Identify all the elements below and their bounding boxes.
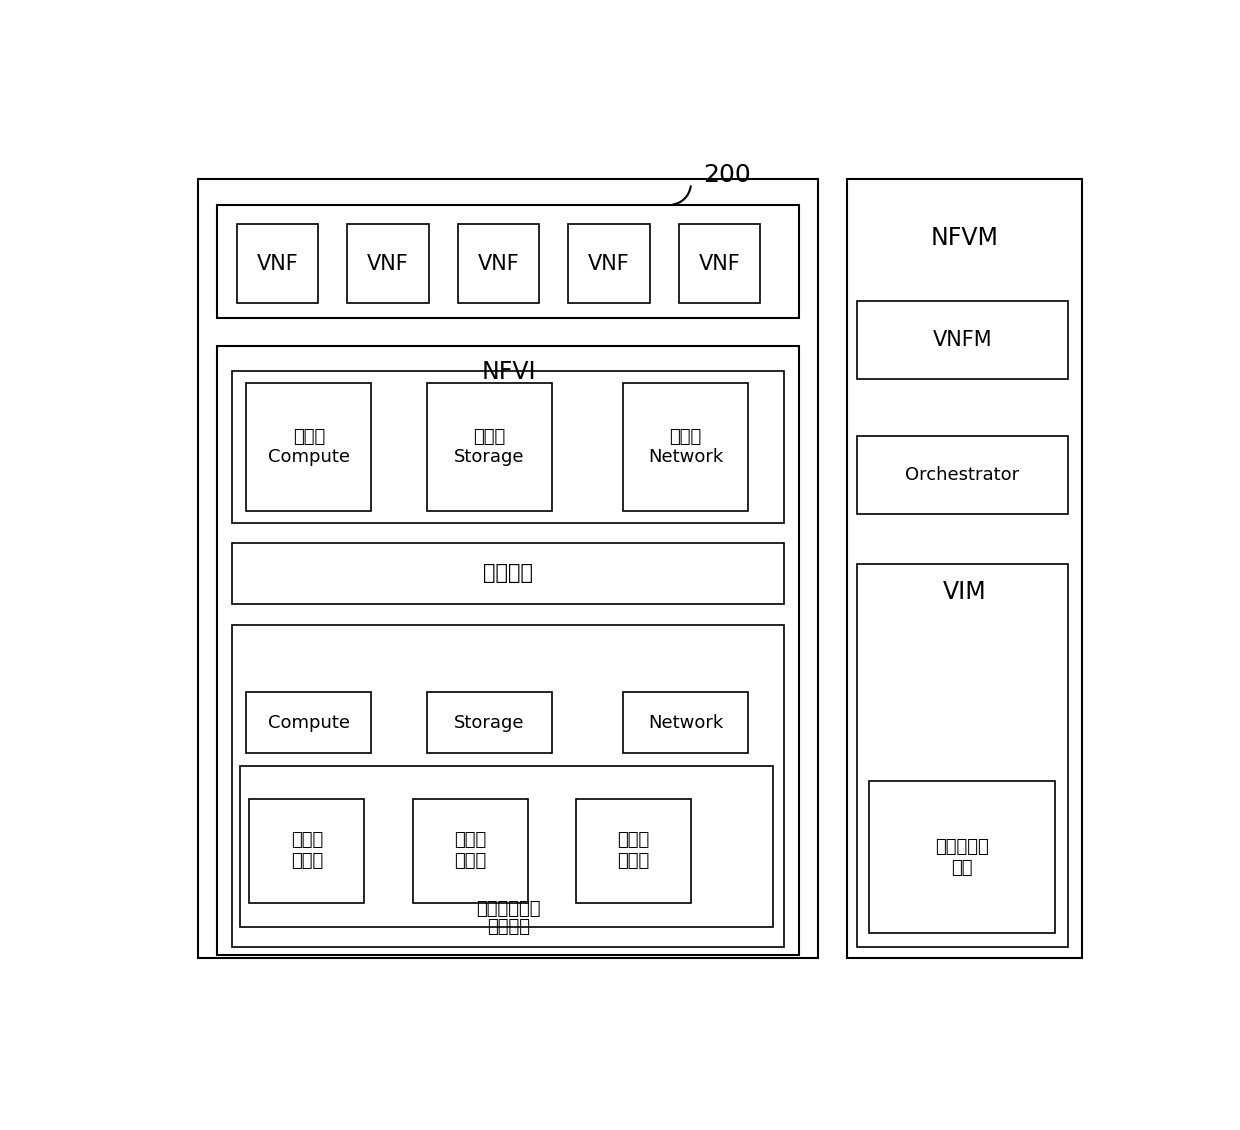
Bar <box>247 693 371 754</box>
Bar <box>869 781 1055 933</box>
Bar <box>232 542 785 603</box>
Text: 虚拟化层: 虚拟化层 <box>484 563 533 583</box>
Text: 硬件加
速设备: 硬件加 速设备 <box>290 832 322 870</box>
Text: VNF: VNF <box>367 253 409 273</box>
Text: VIM: VIM <box>942 581 986 605</box>
Bar <box>239 766 773 928</box>
Bar <box>678 225 760 303</box>
Bar <box>622 693 748 754</box>
Bar <box>857 436 1068 514</box>
Text: 虚拟化
Network: 虚拟化 Network <box>647 427 723 467</box>
Bar <box>857 301 1068 380</box>
Bar <box>232 625 785 947</box>
Text: VNF: VNF <box>257 253 299 273</box>
Bar <box>427 383 552 512</box>
Text: NFVM: NFVM <box>930 226 998 250</box>
Bar <box>237 225 319 303</box>
Text: 200: 200 <box>703 163 750 186</box>
Bar <box>413 799 528 903</box>
Text: Compute: Compute <box>268 714 350 732</box>
Bar <box>217 206 799 319</box>
Bar <box>857 564 1068 947</box>
Bar <box>622 383 748 512</box>
Text: Orchestrator: Orchestrator <box>905 466 1019 484</box>
Text: VNFM: VNFM <box>932 330 992 350</box>
Bar <box>347 225 429 303</box>
Text: 硬件加
速设备: 硬件加 速设备 <box>454 832 486 870</box>
Text: NFVI: NFVI <box>481 360 536 384</box>
Bar <box>568 225 650 303</box>
Bar <box>217 346 799 955</box>
Text: VNF: VNF <box>698 253 740 273</box>
Text: 硬件资源: 硬件资源 <box>487 918 531 936</box>
Text: 虚拟化
Storage: 虚拟化 Storage <box>454 427 525 467</box>
Bar <box>198 179 818 958</box>
Text: 硬件加速平台: 硬件加速平台 <box>476 899 541 918</box>
Text: Storage: Storage <box>454 714 525 732</box>
Bar <box>847 179 1083 958</box>
Bar <box>232 371 785 523</box>
Bar <box>247 383 371 512</box>
Bar <box>575 799 691 903</box>
Text: Network: Network <box>647 714 723 732</box>
Text: 硬件加
速设备: 硬件加 速设备 <box>618 832 650 870</box>
Bar <box>458 225 539 303</box>
Text: VNF: VNF <box>588 253 630 273</box>
Text: 虚拟加速管
理器: 虚拟加速管 理器 <box>935 838 990 877</box>
Text: VNF: VNF <box>477 253 520 273</box>
Text: 虚拟化
Compute: 虚拟化 Compute <box>268 427 350 467</box>
Bar <box>249 799 365 903</box>
Bar <box>427 693 552 754</box>
